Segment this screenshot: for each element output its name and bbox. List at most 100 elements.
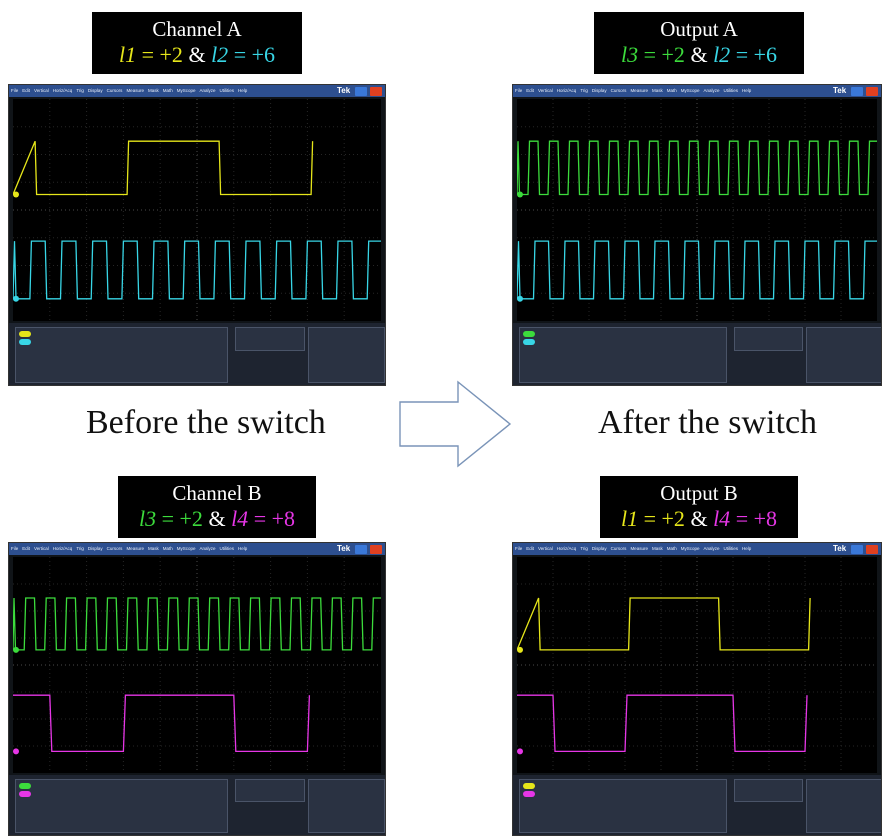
scope-menu-item[interactable]: Edit [22,546,31,551]
scope-menu-item[interactable]: MyScope [680,546,700,551]
waveform-trace [517,597,811,651]
eq-b-val: = +6 [228,42,276,67]
scope-menu-item[interactable]: Cursors [106,546,123,551]
scope-menu-item[interactable]: Math [666,88,677,93]
scope-menu-item[interactable]: Help [238,88,248,93]
scope-menu-item[interactable]: Analyze [703,88,720,93]
scope-menu-item[interactable]: Measure [630,546,648,551]
close-button[interactable] [866,87,878,96]
channel-a-label: Channel A l1 = +2 & l2 = +6 [92,12,302,74]
minimize-button[interactable] [355,87,367,96]
minimize-button[interactable] [851,87,863,96]
scope-menu-item[interactable]: Analyze [199,88,216,93]
minimize-button[interactable] [851,545,863,554]
channel-settings-box[interactable] [15,327,228,383]
trigger-settings-box[interactable] [734,327,803,351]
scope-menu-item[interactable]: Utilities [723,546,739,551]
scope-menu-item[interactable]: Utilities [219,546,235,551]
acquisition-settings-box[interactable] [806,327,881,383]
scope-menu-item[interactable]: Help [742,546,752,551]
scope-menu-item[interactable]: Measure [630,88,648,93]
close-button[interactable] [370,545,382,554]
scope-menu-item[interactable]: Cursors [106,88,123,93]
channel-settings-box[interactable] [519,779,728,833]
channel-chip[interactable] [523,339,535,345]
scope-menu-item[interactable]: Trig [76,88,84,93]
scope-menu-item[interactable]: Horiz/Acq [52,546,73,551]
scope-menu-item[interactable]: File [11,546,19,551]
scope-menu-item[interactable]: Vertical [538,88,553,93]
eq-amp: & [202,506,232,531]
channel-chip[interactable] [523,791,535,797]
scope-menu-item[interactable]: Mask [651,88,663,93]
channel-chip[interactable] [19,331,31,337]
eq-a-var: l3 [138,506,157,531]
scope-menu-item[interactable]: File [11,88,19,93]
scope-menu-item[interactable]: Help [238,546,248,551]
scope-menu-item[interactable]: Cursors [610,546,627,551]
scope-menu-item[interactable]: Display [87,88,103,93]
acquisition-settings-box[interactable] [308,779,385,833]
scope-menu-item[interactable]: Display [591,88,607,93]
channel-chip[interactable] [19,783,31,789]
trigger-settings-box[interactable] [734,779,803,802]
scope-menu-item[interactable]: Trig [76,546,84,551]
trigger-settings-box[interactable] [235,779,305,802]
scope-menu-item[interactable]: MyScope [176,546,196,551]
scope-screen [13,557,381,773]
scope-menu-item[interactable]: Mask [147,546,159,551]
scope-menu-item[interactable]: Edit [526,546,535,551]
output-b-equation: l1 = +2 & l4 = +8 [600,506,798,531]
scope-menu-item[interactable]: Utilities [219,88,235,93]
scope-menu-item[interactable]: Display [87,546,103,551]
channel-marker-icon [13,748,19,755]
scope-menu-item[interactable]: Measure [126,546,144,551]
channel-settings-box[interactable] [15,779,228,833]
close-button[interactable] [370,87,382,96]
scope-measurement-panel [9,323,385,385]
scope-menu-item[interactable]: Mask [651,546,663,551]
channel-b-label: Channel B l3 = +2 & l4 = +8 [118,476,316,538]
channel-marker-icon [13,191,19,198]
scope-menu-item[interactable]: Horiz/Acq [556,546,577,551]
scope-menu-item[interactable]: Measure [126,88,144,93]
scope-menu-item[interactable]: Vertical [34,546,49,551]
acquisition-settings-box[interactable] [308,327,385,383]
channel-settings-box[interactable] [519,327,728,383]
scope-menu-item[interactable]: Analyze [199,546,216,551]
scope-menu-item[interactable]: Vertical [538,546,553,551]
minimize-button[interactable] [355,545,367,554]
scope-menu-item[interactable]: Horiz/Acq [556,88,577,93]
channel-chip[interactable] [19,339,31,345]
scope-menu-item[interactable]: Display [591,546,607,551]
scope-menu-item[interactable]: Mask [147,88,159,93]
scope-menu-item[interactable]: File [515,546,523,551]
scope-menu-item[interactable]: Trig [580,88,588,93]
close-button[interactable] [866,545,878,554]
waveform-trace [517,140,877,196]
scope-menu-item[interactable]: Vertical [34,88,49,93]
channel-b-equation: l3 = +2 & l4 = +8 [118,506,316,531]
scope-menu-item[interactable]: Math [162,546,173,551]
acquisition-settings-box[interactable] [806,779,881,833]
scope-menu-item[interactable]: MyScope [680,88,700,93]
channel-chip[interactable] [523,331,535,337]
scope-menu-item[interactable]: MyScope [176,88,196,93]
scope-menu-item[interactable]: Cursors [610,88,627,93]
channel-chip[interactable] [19,791,31,797]
channel-marker-icon [517,748,523,755]
scope-menu-item[interactable]: Math [162,88,173,93]
scope-menu-item[interactable]: Math [666,546,677,551]
scope-menu-item[interactable]: Help [742,88,752,93]
channel-chip[interactable] [523,783,535,789]
scope-menu-item[interactable]: Edit [22,88,31,93]
trigger-settings-box[interactable] [235,327,305,351]
scope-menu-item[interactable]: Trig [580,546,588,551]
scope-menu-item[interactable]: Utilities [723,88,739,93]
scope-menu-item[interactable]: Analyze [703,546,720,551]
oscilloscope-top-right: File Edit Vertical Horiz/Acq Trig Display Curs… [512,84,882,386]
scope-menu-item[interactable]: Edit [526,88,535,93]
scope-menu-item[interactable]: File [515,88,523,93]
scope-menu-item[interactable]: Horiz/Acq [52,88,73,93]
eq-b-var: l4 [713,506,731,531]
